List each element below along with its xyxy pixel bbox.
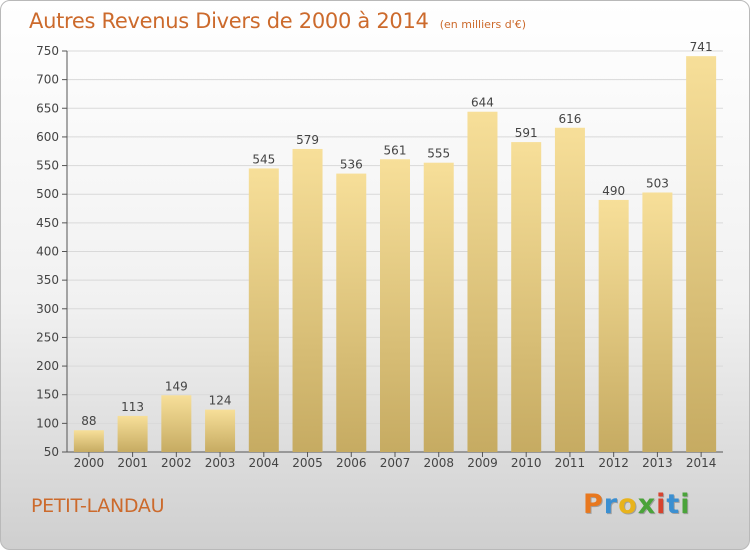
bar-value-label: 545 (252, 152, 275, 166)
bar-2014 (686, 56, 717, 453)
x-tick-label: 2003 (205, 456, 236, 470)
y-tick-label: 250 (36, 330, 59, 344)
x-tick-label: 2014 (686, 456, 717, 470)
x-tick-label: 2007 (380, 456, 411, 470)
bar-value-label: 579 (296, 133, 319, 147)
y-tick-label: 550 (36, 159, 59, 173)
bar-2006 (336, 173, 367, 452)
chart-subtitle: (en milliers d'€) (439, 18, 526, 31)
bars (73, 56, 717, 453)
bar-2011 (554, 127, 585, 453)
x-tick-label: 2002 (161, 456, 192, 470)
bar-2000 (73, 430, 104, 452)
bar-value-label: 555 (427, 147, 450, 161)
y-tick-label: 650 (36, 101, 59, 115)
bar-2005 (292, 148, 323, 453)
bar-2007 (380, 159, 410, 452)
y-tick-label: 500 (36, 187, 59, 201)
bar-2004 (248, 168, 279, 452)
logo-letter: x (637, 489, 657, 520)
y-tick-label: 600 (36, 130, 59, 144)
location-label: PETIT-LANDAU (31, 495, 165, 517)
logo-letter: P (583, 489, 604, 520)
logo-letter: r (603, 489, 619, 520)
y-tick-label: 700 (36, 73, 59, 87)
bar-2001 (117, 415, 148, 452)
y-tick-label: 350 (36, 273, 59, 287)
y-tick-label: 150 (36, 388, 59, 402)
bar-2012 (598, 199, 629, 452)
logo-letter: o (618, 489, 638, 520)
y-tick-label: 100 (36, 416, 59, 430)
bar-2013 (642, 192, 673, 452)
bar-2010 (511, 142, 542, 452)
x-tick-label: 2006 (336, 456, 367, 470)
x-tick-label: 2005 (292, 456, 323, 470)
x-tick-label: 2000 (74, 456, 105, 470)
bar-value-label: 644 (471, 96, 494, 110)
x-tick-label: 2001 (117, 456, 148, 470)
y-tick-label: 50 (44, 445, 59, 459)
x-tick-label: 2011 (555, 456, 586, 470)
y-tick-label: 200 (36, 359, 59, 373)
bar-value-label: 149 (165, 379, 188, 393)
x-tick-label: 2008 (423, 456, 454, 470)
logo-letter: t (666, 489, 681, 520)
bar-value-label: 741 (690, 40, 713, 54)
bar-value-label: 616 (558, 112, 581, 126)
bar-value-label: 124 (209, 394, 232, 408)
x-tick-label: 2012 (598, 456, 629, 470)
bar-2002 (161, 395, 192, 452)
bar-2008 (423, 162, 454, 452)
bar-value-label: 88 (81, 414, 96, 428)
x-tick-label: 2013 (642, 456, 673, 470)
x-tick-label: 2010 (511, 456, 542, 470)
y-tick-label: 750 (36, 44, 59, 58)
bar-2003 (205, 409, 236, 452)
logo-letter: i (680, 489, 691, 520)
bar-value-label: 591 (515, 126, 538, 140)
bar-value-label: 561 (384, 143, 407, 157)
y-tick-label: 300 (36, 302, 59, 316)
y-tick-label: 450 (36, 216, 59, 230)
proxiti-logo: Proxiti (583, 489, 691, 520)
bar-value-label: 113 (121, 400, 144, 414)
bar-value-label: 490 (602, 184, 625, 198)
logo-letter: i (656, 489, 667, 520)
x-tick-label: 2004 (249, 456, 280, 470)
y-tick-label: 400 (36, 245, 59, 259)
title-row: Autres Revenus Divers de 2000 à 2014 (en… (29, 9, 526, 33)
bar-value-label: 503 (646, 176, 669, 190)
chart-title: Autres Revenus Divers de 2000 à 2014 (29, 9, 429, 33)
bar-value-label: 536 (340, 158, 363, 172)
x-tick-label: 2009 (467, 456, 498, 470)
bar-2009 (467, 111, 498, 453)
labels: 88 113 149 124 545 579 536 561 555 644 591 616 490 50… (81, 40, 712, 428)
